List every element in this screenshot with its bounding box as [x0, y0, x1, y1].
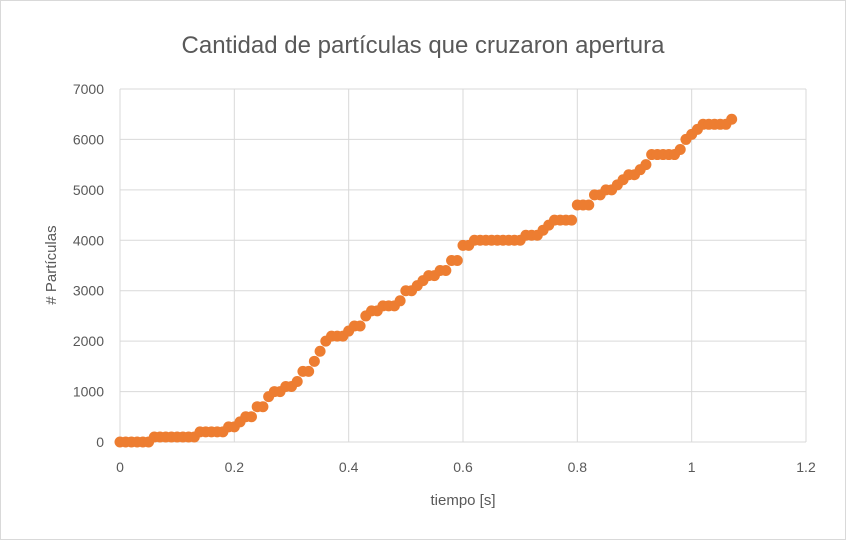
data-point	[674, 144, 686, 156]
y-axis-ticks: 0 1000 2000 3000 4000 5000 6000 7000	[73, 81, 104, 450]
y-axis-label: # Partículas	[43, 225, 60, 304]
data-point	[245, 411, 257, 423]
data-point	[640, 159, 652, 171]
data-point	[308, 355, 320, 367]
x-tick-label: 0.6	[453, 459, 473, 475]
x-tick-label: 0.4	[339, 459, 359, 475]
y-tick-label: 1000	[73, 384, 104, 400]
data-point	[314, 345, 326, 357]
data-point	[303, 365, 315, 377]
data-point	[354, 320, 366, 332]
y-tick-label: 6000	[73, 131, 104, 147]
data-point	[566, 214, 578, 226]
x-axis-ticks: 0 0.2 0.4 0.6 0.8 1 1.2	[116, 459, 816, 475]
data-series	[114, 113, 738, 448]
x-tick-label: 0	[116, 459, 124, 475]
data-point	[583, 199, 595, 211]
data-point	[394, 295, 406, 307]
y-tick-label: 2000	[73, 333, 104, 349]
data-point	[726, 113, 738, 125]
x-tick-label: 0.8	[568, 459, 588, 475]
data-point	[440, 265, 452, 277]
y-tick-label: 0	[96, 434, 104, 450]
y-tick-label: 4000	[73, 232, 104, 248]
y-tick-label: 5000	[73, 182, 104, 198]
y-tick-label: 3000	[73, 283, 104, 299]
chart-title: Cantidad de partículas que cruzaron aper…	[182, 32, 666, 59]
data-point	[291, 375, 303, 387]
x-tick-label: 1	[688, 459, 696, 475]
x-tick-label: 1.2	[796, 459, 816, 475]
y-tick-label: 7000	[73, 81, 104, 97]
data-point	[451, 254, 463, 266]
x-axis-label: tiempo [s]	[430, 492, 495, 509]
x-tick-label: 0.2	[225, 459, 245, 475]
data-point	[257, 401, 269, 413]
gridlines	[119, 88, 807, 443]
